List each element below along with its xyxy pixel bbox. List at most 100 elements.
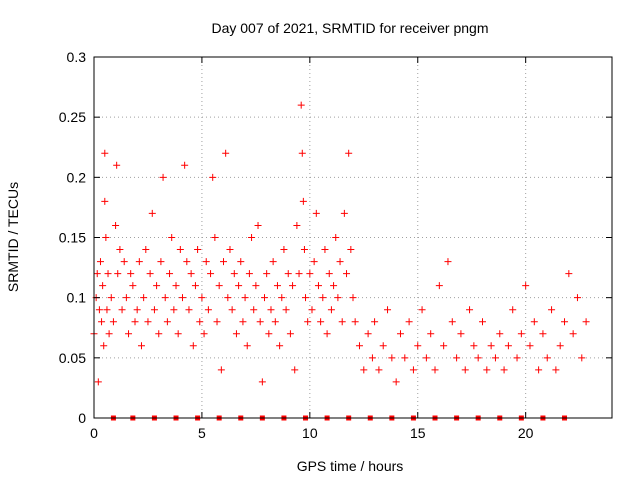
data-point-marker [319, 294, 327, 302]
data-point-marker [131, 318, 139, 326]
data-point-marker [170, 306, 178, 314]
data-point-marker [191, 282, 199, 290]
data-point-marker [204, 306, 212, 314]
data-point-marker [198, 294, 206, 302]
data-point-marker [116, 246, 124, 254]
data-point-marker [150, 306, 158, 314]
data-point-marker [129, 282, 137, 290]
data-point-marker [573, 294, 581, 302]
data-point-marker [431, 366, 439, 374]
data-point-marker [96, 258, 104, 266]
data-point-marker [513, 354, 521, 362]
data-point-marker [207, 270, 215, 278]
data-point-marker [213, 318, 221, 326]
data-point-marker [163, 318, 171, 326]
data-point-marker [194, 246, 202, 254]
data-point-marker [172, 282, 180, 290]
data-point-marker [291, 366, 299, 374]
data-point-marker [351, 318, 359, 326]
data-point-marker [556, 342, 564, 350]
data-point-marker [114, 270, 122, 278]
data-point-marker [189, 342, 197, 350]
data-point-marker [153, 282, 161, 290]
data-point-marker [265, 330, 273, 338]
data-point-marker [565, 270, 573, 278]
data-point-marker [317, 318, 325, 326]
data-point-marker [155, 330, 163, 338]
data-point-marker [371, 318, 379, 326]
grid [94, 57, 612, 418]
data-point-marker [137, 342, 145, 350]
data-point-marker [444, 258, 452, 266]
x-tick-label: 15 [410, 425, 426, 441]
data-point-marker [487, 342, 495, 350]
data-point-marker [552, 366, 560, 374]
data-point-marker [368, 354, 376, 362]
y-tick-label: 0.2 [67, 169, 87, 185]
data-point-marker [384, 306, 392, 314]
data-point-marker [101, 197, 109, 205]
data-point-marker [543, 354, 551, 362]
data-point-marker [379, 342, 387, 350]
data-point-marker [250, 306, 258, 314]
data-point-marker [289, 282, 297, 290]
data-point-marker [427, 330, 435, 338]
data-point-marker [148, 209, 156, 217]
y-tick-label: 0.25 [59, 109, 86, 125]
data-point-marker [330, 282, 338, 290]
data-point-marker [364, 330, 372, 338]
x-tick-label: 5 [198, 425, 206, 441]
data-point-marker [237, 258, 245, 266]
data-point-marker [93, 270, 101, 278]
data-point-marker [166, 270, 174, 278]
data-point-marker [187, 270, 195, 278]
data-point-marker [314, 282, 322, 290]
data-point-marker [243, 342, 251, 350]
data-point-marker [453, 354, 461, 362]
data-point-marker [109, 318, 117, 326]
data-point-marker [466, 306, 474, 314]
data-point-marker [99, 282, 107, 290]
data-point-marker [300, 246, 308, 254]
data-point-marker [209, 173, 217, 181]
data-point-marker [435, 282, 443, 290]
data-point-marker [414, 342, 422, 350]
data-point-marker [470, 342, 478, 350]
data-point-marker [101, 149, 109, 157]
data-point-marker [561, 318, 569, 326]
data-point-marker [355, 342, 363, 350]
data-point-marker [345, 149, 353, 157]
data-point-marker [321, 246, 329, 254]
data-point-marker [144, 318, 152, 326]
data-point-marker [295, 270, 303, 278]
data-point-marker [135, 258, 143, 266]
data-point-marker [120, 258, 128, 266]
y-tick-label: 0.1 [67, 290, 87, 306]
data-point-marker [261, 294, 269, 302]
data-point-marker [133, 306, 141, 314]
x-axis-label: GPS time / hours [297, 458, 404, 474]
data-point-marker [125, 330, 133, 338]
data-point-marker [263, 270, 271, 278]
data-point-marker [185, 306, 193, 314]
data-point-marker [474, 354, 482, 362]
data-point-marker [202, 258, 210, 266]
axis-ticks: 0 0.05 0.1 0.15 0.2 0.25 0.3 0 5 10 15 20 [59, 49, 612, 441]
data-point-marker [94, 378, 102, 386]
data-point-marker [308, 306, 316, 314]
data-point-marker [448, 318, 456, 326]
data-point-marker [146, 270, 154, 278]
y-axis-label: SRMTID / TECUs [5, 182, 21, 292]
data-point-marker [95, 306, 103, 314]
data-point-marker [304, 318, 312, 326]
data-point-marker [103, 306, 111, 314]
data-point-marker [338, 318, 346, 326]
data-point-marker [479, 318, 486, 326]
data-point-marker [248, 234, 256, 241]
data-point-marker [267, 306, 275, 314]
data-point-marker [500, 366, 508, 374]
data-point-marker [271, 318, 279, 326]
data-layer [90, 101, 590, 421]
data-point-marker [293, 221, 301, 229]
data-point-marker [548, 306, 556, 314]
